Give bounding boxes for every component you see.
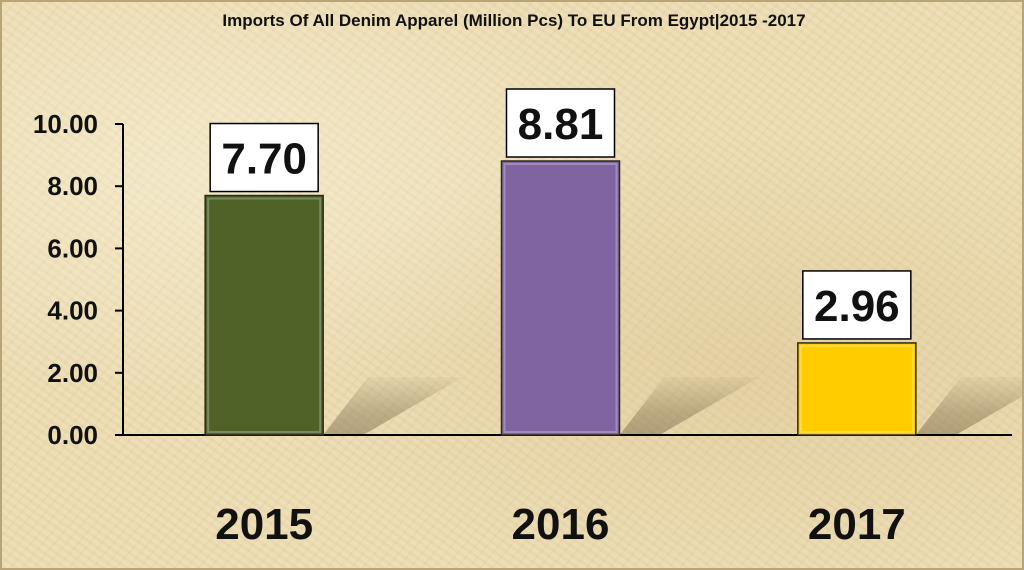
data-label-box [505, 88, 616, 158]
y-tick-label: 6.00 [47, 233, 98, 263]
y-tick-label: 4.00 [47, 296, 98, 326]
bar-shadow [619, 377, 760, 435]
y-tick-label: 10.00 [33, 109, 98, 139]
bar-shadow [915, 377, 1022, 435]
data-label-box [209, 122, 319, 193]
data-label: 8.81 [518, 100, 604, 149]
category-label: 2015 [215, 500, 313, 549]
bar-2015 [204, 194, 324, 436]
data-label: 7.70 [221, 135, 307, 184]
y-tick-label: 8.00 [47, 171, 98, 201]
bar-highlight [207, 197, 322, 433]
category-label: 2017 [808, 500, 906, 549]
chart-title: Imports Of All Denim Apparel (Million Pc… [222, 11, 806, 30]
bar-2017 [797, 342, 917, 436]
y-tick-label: 0.00 [47, 420, 98, 450]
data-label: 2.96 [814, 282, 900, 331]
y-tick-label: 2.00 [47, 358, 98, 388]
data-label-box [802, 270, 912, 340]
bar-highlight [799, 344, 914, 433]
category-label: 2016 [512, 500, 610, 549]
bar-2016 [500, 160, 621, 436]
bar-highlight [503, 163, 618, 433]
bar-shadow [323, 377, 464, 435]
